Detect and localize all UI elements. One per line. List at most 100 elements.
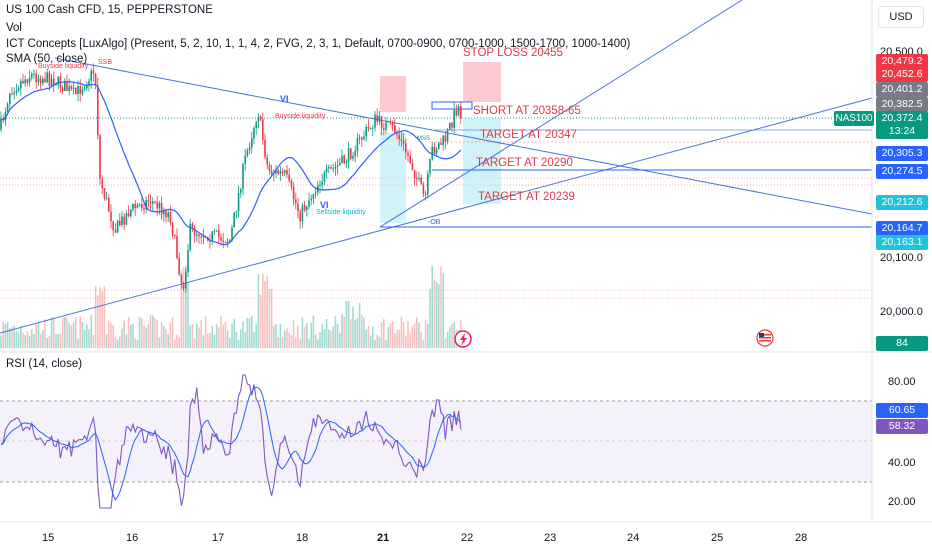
candle-body <box>26 79 29 83</box>
volume-bar <box>259 294 262 348</box>
volume-bar <box>383 318 385 348</box>
volume-bar <box>53 317 55 348</box>
candle-body <box>407 152 409 156</box>
time-tick-17: 17 <box>212 532 224 544</box>
volume-bar <box>77 339 79 348</box>
rsi-tick-20: 20.00 <box>888 496 916 508</box>
candle-body <box>297 203 299 212</box>
rsi-legend[interactable]: RSI (14, close) <box>6 358 83 370</box>
candle-body <box>396 132 398 135</box>
candle-body <box>187 249 189 273</box>
volume-bar <box>90 315 92 348</box>
volume-bar <box>451 324 453 348</box>
candle-body <box>149 201 152 204</box>
volume-bar <box>163 325 165 348</box>
trade-zones <box>380 62 501 223</box>
price-tick-20100: 20,100.0 <box>880 252 923 264</box>
candle-body <box>90 70 92 81</box>
volume-bar <box>171 316 174 348</box>
time-tick-18: 18 <box>296 532 308 544</box>
price-badge: 20,452.6 <box>876 67 928 82</box>
lightning-event-icon[interactable] <box>454 330 472 348</box>
candle-body <box>46 72 48 83</box>
candle-body <box>281 171 284 173</box>
volume-bar <box>279 323 282 348</box>
volume-bar <box>405 335 407 348</box>
volume-bar <box>193 338 196 348</box>
time-tick-15: 15 <box>42 532 54 544</box>
price-badge: 13:24 <box>876 124 928 139</box>
volume-bar <box>363 317 365 348</box>
volume-bar <box>235 332 238 348</box>
candle-body <box>442 135 444 145</box>
candle-body <box>158 202 161 209</box>
candle-body <box>240 189 242 193</box>
candle-body <box>70 86 73 90</box>
volume-bar <box>83 329 86 348</box>
price-tick-20000: 20,000.0 <box>880 306 923 318</box>
candle-body <box>220 236 222 241</box>
volume-bar <box>187 282 189 348</box>
time-axis[interactable]: 15 16 17 18 21 22 23 24 25 28 <box>0 521 932 544</box>
volume-bar <box>367 326 370 348</box>
currency-button[interactable]: USD <box>878 6 924 28</box>
price-badge: 84 <box>876 336 928 351</box>
volume-bar <box>264 280 266 348</box>
us-flag-event-icon[interactable] <box>756 329 774 347</box>
volume-bar <box>330 330 332 348</box>
volume-bar <box>103 286 106 348</box>
candle-body <box>237 192 240 212</box>
candle-body <box>202 236 205 238</box>
trend-lines <box>0 0 873 334</box>
volume-bar <box>6 322 9 348</box>
candle-body <box>383 127 385 130</box>
candle-body <box>112 221 114 231</box>
volume-bar <box>209 333 211 348</box>
volume-bar <box>453 321 455 348</box>
sma-line <box>0 80 462 246</box>
volume-bar <box>240 329 242 348</box>
candle-body <box>455 110 458 116</box>
vi-label-1: VI <box>280 94 289 104</box>
trade-annotations: STOP LOSS 20455 SHORT AT 20358-65 TARGET… <box>463 47 581 203</box>
volume-bar <box>79 316 81 348</box>
volume-bar <box>2 321 4 348</box>
candle-body <box>345 161 348 163</box>
price-candles <box>0 63 462 294</box>
candle-body <box>134 203 136 209</box>
rsi-ma-line <box>0 386 462 501</box>
steep-trendline <box>379 0 743 228</box>
candle-body <box>352 156 354 159</box>
sma-legend[interactable]: SMA (50, close) <box>6 53 88 65</box>
volume-bar <box>347 300 350 348</box>
candle-body <box>28 77 31 83</box>
volume-bar <box>182 267 185 348</box>
volume-bar <box>75 317 77 348</box>
candle-body <box>424 193 427 195</box>
candle-body <box>242 164 244 190</box>
symbol-title[interactable]: US 100 Cash CFD, 15, PEPPERSTONE <box>6 4 213 16</box>
candle-body <box>262 119 264 140</box>
candle-body <box>211 231 213 242</box>
candle-body <box>446 129 449 142</box>
candle-body <box>255 122 257 129</box>
candle-body <box>363 136 365 140</box>
candle-body <box>114 230 117 233</box>
volume-bar <box>319 332 321 348</box>
volume-bar <box>114 336 117 348</box>
candle-body <box>405 143 407 153</box>
ict-legend[interactable]: ICT Concepts [LuxAlgo] (Present, 5, 2, 1… <box>6 38 631 50</box>
price-badge: 20,212.6 <box>876 195 928 210</box>
vol-legend[interactable]: Vol <box>6 22 22 34</box>
candle-body <box>361 137 363 140</box>
volume-bar <box>154 317 156 348</box>
candle-body <box>141 203 143 208</box>
volume-bar <box>418 322 420 348</box>
candle-body <box>215 230 218 232</box>
candle-body <box>64 82 66 92</box>
candle-body <box>88 80 90 86</box>
volume-bar <box>284 330 286 348</box>
volume-bar <box>207 333 209 348</box>
price-badge: 20,382.5 <box>876 97 928 112</box>
